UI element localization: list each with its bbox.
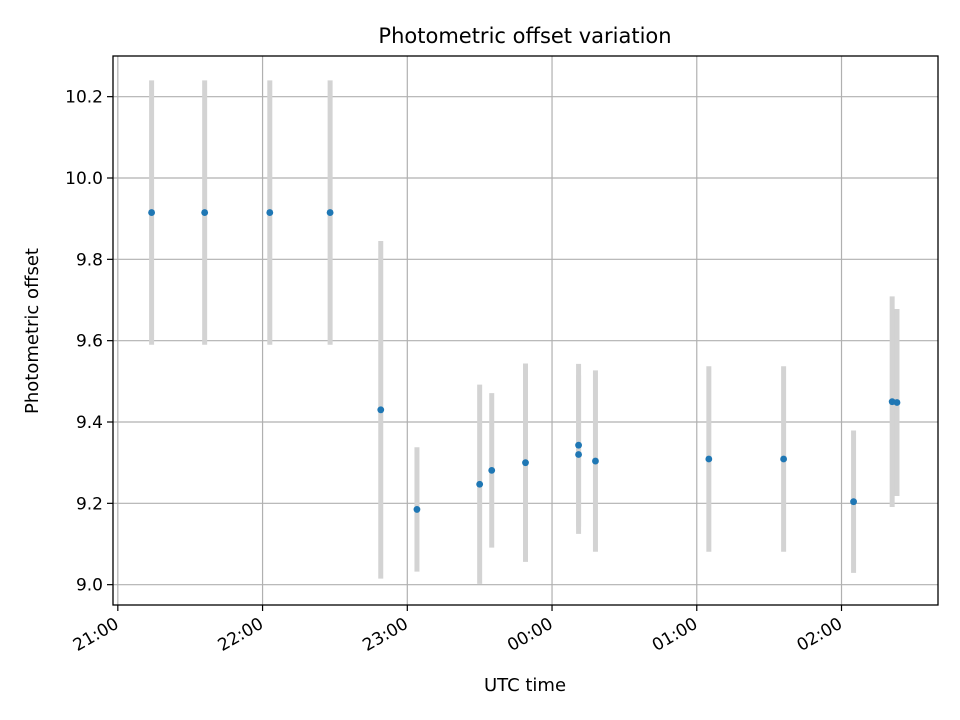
data-point	[705, 455, 713, 463]
y-tick-label: 9.2	[76, 494, 103, 514]
data-point	[266, 209, 274, 216]
data-point	[780, 455, 788, 463]
chart-title: Photometric offset variation	[378, 24, 671, 48]
data-point	[522, 459, 529, 467]
data-point	[201, 209, 209, 216]
data-point	[413, 506, 421, 513]
data-points	[148, 209, 901, 513]
data-point	[575, 451, 582, 458]
data-point	[148, 209, 155, 216]
data-point	[377, 406, 385, 414]
plot-frame	[112, 55, 939, 606]
data-point	[575, 441, 582, 449]
y-tick-label: 9.0	[76, 576, 103, 596]
y-tick-label: 9.6	[76, 332, 103, 352]
x-axis-label: UTC time	[484, 675, 566, 696]
data-point	[326, 209, 334, 216]
data-point	[592, 457, 599, 465]
y-tick-label: 9.4	[76, 413, 103, 433]
data-point	[488, 466, 496, 474]
data-point	[893, 399, 901, 406]
data-point	[850, 498, 857, 506]
y-tick-label: 10.2	[65, 88, 103, 108]
y-axis-label: Photometric offset	[22, 248, 43, 414]
y-tick-label: 10.0	[65, 169, 103, 189]
y-axis-ticks: 9.0 9.2 9.4 9.6 9.8 10.0 10.2	[65, 88, 113, 596]
data-point	[476, 480, 484, 488]
y-tick-label: 9.8	[76, 250, 103, 270]
